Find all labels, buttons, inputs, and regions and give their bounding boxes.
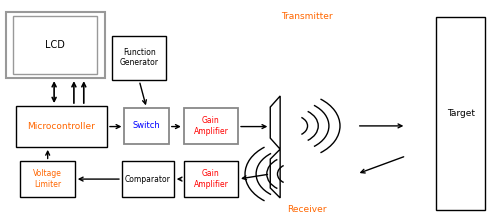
Text: Comparator: Comparator (124, 175, 171, 184)
Text: Transmitter: Transmitter (282, 12, 333, 21)
Polygon shape (270, 96, 280, 149)
Text: Switch: Switch (133, 121, 161, 130)
FancyBboxPatch shape (20, 161, 75, 197)
FancyBboxPatch shape (436, 17, 486, 210)
Text: LCD: LCD (45, 40, 65, 50)
Text: Gain
Amplifier: Gain Amplifier (193, 169, 228, 189)
FancyBboxPatch shape (184, 161, 238, 197)
Text: Target: Target (447, 109, 475, 118)
FancyBboxPatch shape (15, 106, 107, 147)
Text: Function
Generator: Function Generator (120, 47, 159, 67)
FancyBboxPatch shape (5, 12, 105, 78)
FancyBboxPatch shape (13, 16, 97, 74)
FancyBboxPatch shape (184, 108, 238, 144)
FancyBboxPatch shape (124, 108, 169, 144)
Text: Receiver: Receiver (288, 204, 327, 213)
Text: Microcontroller: Microcontroller (27, 122, 95, 131)
FancyBboxPatch shape (122, 161, 174, 197)
FancyBboxPatch shape (112, 36, 166, 81)
Polygon shape (270, 149, 280, 198)
Text: Gain
Amplifier: Gain Amplifier (193, 116, 228, 136)
Text: Voltage
Limiter: Voltage Limiter (33, 169, 62, 189)
